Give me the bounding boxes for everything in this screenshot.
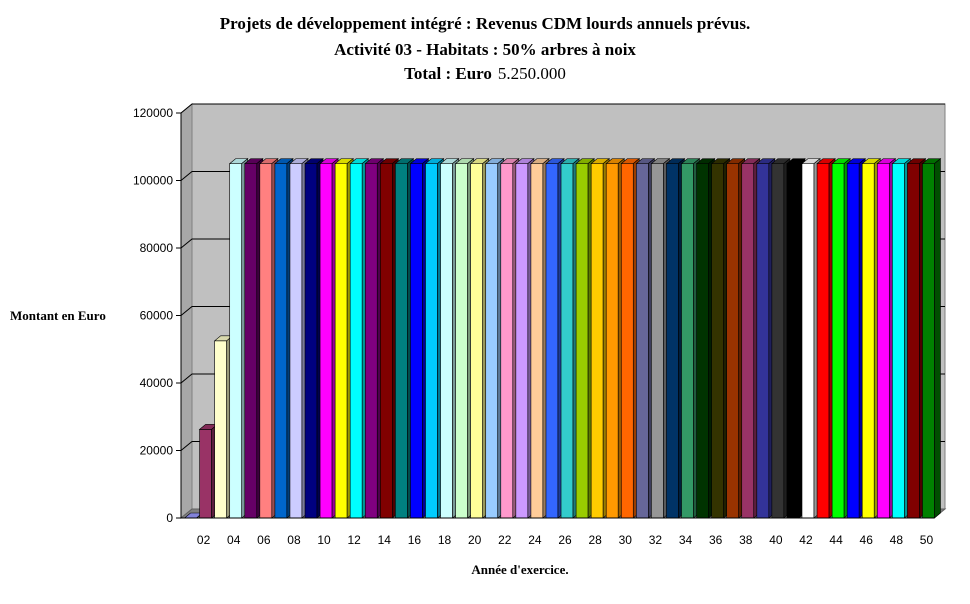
bar-front	[485, 163, 499, 519]
bar-front	[244, 163, 258, 519]
x-tick-label: 06	[257, 533, 271, 547]
y-tick-label: 120000	[133, 106, 173, 120]
y-tick-label: 60000	[140, 309, 174, 323]
bar-front	[636, 163, 649, 519]
total-label: Total : Euro	[404, 64, 492, 83]
bar-front	[726, 163, 739, 519]
x-tick-label: 50	[920, 533, 934, 547]
bar-front	[319, 163, 333, 519]
x-tick-label: 02	[197, 533, 211, 547]
chart-total-line: Total : Euro 5.250.000	[0, 64, 970, 84]
x-tick-label: 34	[679, 533, 693, 547]
x-tick-label: 16	[408, 533, 422, 547]
x-tick-label: 08	[287, 533, 301, 547]
bar-front	[846, 163, 860, 519]
bar-front	[786, 163, 800, 519]
bar-front	[756, 163, 770, 519]
bar-front	[651, 163, 664, 519]
x-tick-label: 36	[709, 533, 723, 547]
x-tick-label: 24	[528, 533, 542, 547]
bar-front	[816, 163, 830, 519]
x-tick-label: 42	[799, 533, 813, 547]
x-tick-label: 26	[558, 533, 572, 547]
x-tick-label: 48	[890, 533, 904, 547]
bar-front	[801, 163, 815, 519]
bar-front	[922, 163, 935, 519]
bar-front	[560, 163, 574, 519]
bar-front	[530, 163, 544, 519]
x-tick-label: 20	[468, 533, 482, 547]
bar-front	[289, 163, 303, 519]
x-tick-label: 04	[227, 533, 241, 547]
bar-front	[455, 163, 468, 519]
x-tick-label: 28	[588, 533, 602, 547]
bar-front	[410, 163, 423, 519]
chart-title-line1: Projets de développement intégré : Reven…	[219, 14, 751, 33]
bar-front	[771, 163, 785, 519]
bar-front	[425, 163, 438, 519]
bar-front	[214, 340, 227, 519]
bar-front	[711, 163, 724, 519]
bar-front	[334, 163, 348, 519]
x-tick-label: 22	[498, 533, 512, 547]
y-tick-label: 40000	[140, 376, 174, 390]
bar-front	[696, 163, 709, 519]
x-tick-label: 38	[739, 533, 753, 547]
bar-front	[907, 163, 920, 519]
chart-title-line2: Activité 03 - Habitats : 50% arbres à no…	[334, 40, 636, 59]
x-tick-label: 32	[649, 533, 663, 547]
bar-front	[470, 163, 483, 519]
bar-front	[892, 163, 905, 519]
x-tick-label: 46	[860, 533, 874, 547]
bar-front	[575, 163, 589, 519]
bar-front	[831, 163, 845, 519]
bar-front	[380, 163, 393, 519]
x-tick-label: 18	[438, 533, 452, 547]
x-tick-label: 44	[829, 533, 843, 547]
y-tick-label: 80000	[140, 241, 174, 255]
bar-front	[876, 163, 890, 519]
bar-front	[199, 429, 212, 519]
bar-front	[500, 163, 514, 519]
total-value: 5.250.000	[497, 64, 566, 83]
bar-front	[440, 163, 453, 519]
bar-front	[259, 163, 273, 519]
bar-front	[861, 163, 875, 519]
bar-front	[364, 163, 378, 519]
bar-front	[274, 163, 288, 519]
bar-front	[605, 163, 619, 519]
bar-front	[741, 163, 755, 519]
y-tick-label: 100000	[133, 174, 173, 188]
x-tick-label: 30	[619, 533, 633, 547]
bar-front	[395, 163, 408, 519]
bar-front	[515, 163, 529, 519]
x-axis-label: Année d'exercice.	[471, 562, 569, 577]
bar-front	[620, 163, 634, 519]
bar-front	[349, 163, 363, 519]
bar-front	[229, 163, 243, 519]
y-tick-label: 20000	[140, 444, 174, 458]
bar-side	[934, 157, 941, 519]
bar-front	[545, 163, 559, 519]
x-tick-label: 10	[317, 533, 331, 547]
bar-front	[590, 163, 604, 519]
bar-front	[666, 163, 679, 519]
gridline	[180, 103, 945, 114]
x-tick-label: 14	[378, 533, 392, 547]
x-tick-label: 40	[769, 533, 783, 547]
x-tick-label: 12	[348, 533, 362, 547]
bar-front	[681, 163, 694, 519]
y-axis-label: Montant en Euro	[10, 308, 106, 323]
y-tick-label: 0	[166, 511, 173, 525]
bar-front	[304, 163, 318, 519]
